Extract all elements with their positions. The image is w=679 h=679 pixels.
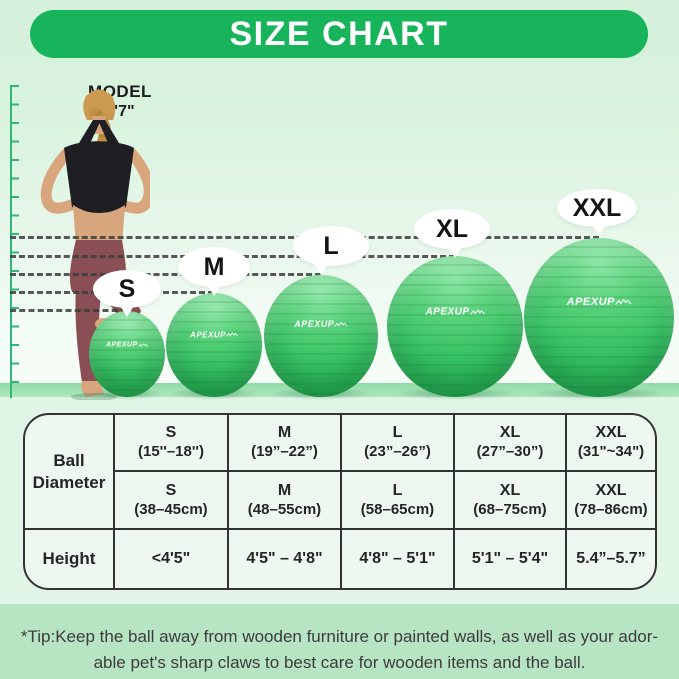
tip-line-2: able pet's sharp claws to best care for … — [93, 652, 586, 672]
diameter-row-header: Ball Diameter — [25, 415, 115, 530]
brand-logo: APEXUP — [264, 319, 378, 329]
exercise-ball-xl: APEXUP — [387, 256, 523, 397]
reference-dashed-line-s — [10, 309, 127, 312]
tip-text: *Tip:Keep the ball away from wooden furn… — [0, 604, 679, 675]
height-cell-xxl: 5.4”–5.7” — [576, 550, 646, 567]
size-bubble-label: S — [118, 274, 136, 303]
model-top — [64, 120, 134, 213]
size-table: Ball Diameter S (15''–18'') M (19”–22”) … — [23, 413, 657, 590]
height-cell-s: <4'5" — [115, 530, 229, 588]
diameter-in-cell-xl: XL (27”–30”) — [455, 415, 567, 472]
exercise-ball-l: APEXUP — [264, 275, 378, 397]
tip-strip: *Tip:Keep the ball away from wooden furn… — [0, 604, 679, 679]
brand-logo: APEXUP — [166, 330, 262, 339]
exercise-ball-xxl: APEXUP — [524, 238, 674, 397]
diameter-cm-cell-xl: XL (68–75cm) — [455, 472, 567, 530]
model-floor-shadow — [71, 393, 117, 400]
diameter-cm-cell-s: S (38–45cm) — [115, 472, 229, 530]
size-bubble-l: L — [293, 226, 369, 275]
diameter-in-cell-m: M (19”–22”) — [229, 415, 342, 472]
reference-dashed-line-l — [10, 273, 321, 276]
brand-logo: APEXUP — [524, 296, 674, 308]
height-cell-xl: 5'1" – 5'4" — [455, 530, 567, 588]
diameter-in-cell-l: L (23”–26”) — [342, 415, 455, 472]
mountain-icon — [137, 342, 148, 347]
tip-line-1: *Tip:Keep the ball away from wooden furn… — [20, 627, 659, 646]
diameter-cm-cell-m: M (48–55cm) — [229, 472, 342, 530]
diameter-in-cell-s: S (15''–18'') — [115, 415, 229, 472]
exercise-ball-s: APEXUP — [89, 311, 165, 397]
size-bubble-xxl: XXL — [557, 189, 637, 236]
exercise-ball-m: APEXUP — [166, 293, 262, 397]
diameter-cm-cell-xxl: XXL (78–86cm) — [567, 472, 655, 530]
size-bubble-label: M — [203, 252, 225, 281]
model-foot — [81, 381, 104, 397]
mountain-icon — [469, 308, 485, 315]
page-title: SIZE CHART — [229, 14, 449, 53]
mountain-icon — [615, 298, 632, 305]
size-bubble-s: S — [93, 270, 161, 317]
height-ruler-ticks — [10, 85, 19, 399]
height-cell-m: 4'5" – 4'8" — [229, 530, 342, 588]
mountain-icon — [334, 321, 348, 327]
size-bubble-m: M — [178, 247, 250, 296]
mountain-icon — [226, 332, 238, 337]
size-bubble-label: XXL — [572, 193, 622, 222]
brand-logo: APEXUP — [387, 307, 523, 318]
brand-logo: APEXUP — [89, 342, 165, 349]
size-bubble-label: XL — [436, 214, 468, 243]
model-waist — [73, 205, 125, 246]
diameter-cm-cell-l: L (58–65cm) — [342, 472, 455, 530]
size-bubble-xl: XL — [414, 209, 490, 258]
height-row-header: Height — [25, 530, 115, 588]
height-cell-l: 4'8" – 5'1" — [342, 530, 455, 588]
diameter-in-cell-xxl: XXL (31"~34") — [567, 415, 655, 472]
title-banner: SIZE CHART — [30, 10, 648, 58]
size-bubble-label: L — [323, 231, 339, 260]
